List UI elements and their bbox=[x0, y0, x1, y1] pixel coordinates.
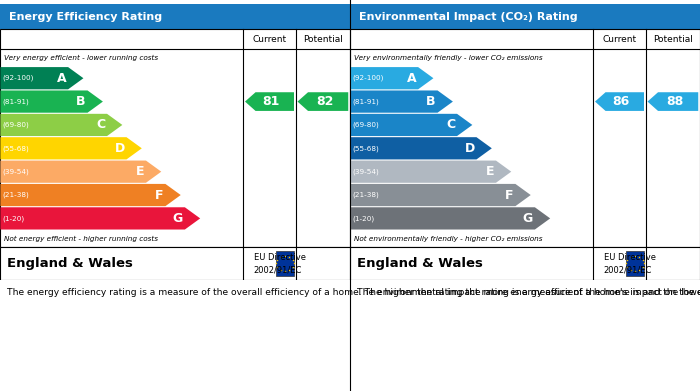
Text: 82: 82 bbox=[316, 95, 333, 108]
Text: Environmental Impact (CO₂) Rating: Environmental Impact (CO₂) Rating bbox=[358, 12, 578, 22]
Text: Not environmentally friendly - higher CO₂ emissions: Not environmentally friendly - higher CO… bbox=[354, 236, 542, 242]
Polygon shape bbox=[0, 184, 181, 206]
Polygon shape bbox=[351, 114, 472, 136]
Text: C: C bbox=[96, 118, 105, 131]
Bar bbox=[626, 251, 644, 276]
Polygon shape bbox=[595, 92, 644, 111]
Text: (69-80): (69-80) bbox=[353, 122, 379, 128]
Text: England & Wales: England & Wales bbox=[357, 257, 483, 270]
Text: England & Wales: England & Wales bbox=[7, 257, 133, 270]
Text: E: E bbox=[136, 165, 144, 178]
Text: Current: Current bbox=[603, 35, 636, 44]
Text: Very energy efficient - lower running costs: Very energy efficient - lower running co… bbox=[4, 55, 158, 61]
Text: (1-20): (1-20) bbox=[353, 215, 375, 222]
Text: C: C bbox=[446, 118, 455, 131]
Polygon shape bbox=[0, 90, 103, 113]
Text: The environmental impact rating is a measure of a home's impact on the environme: The environmental impact rating is a mea… bbox=[357, 287, 700, 296]
Bar bbox=[350, 29, 700, 248]
Polygon shape bbox=[351, 90, 453, 113]
Text: D: D bbox=[465, 142, 475, 155]
Polygon shape bbox=[0, 67, 83, 89]
Text: Not energy efficient - higher running costs: Not energy efficient - higher running co… bbox=[4, 236, 158, 242]
Text: Current: Current bbox=[253, 35, 286, 44]
Bar bbox=[350, 4, 700, 29]
Text: EU Directive
2002/91/EC: EU Directive 2002/91/EC bbox=[603, 253, 656, 274]
Polygon shape bbox=[351, 137, 492, 160]
Polygon shape bbox=[351, 67, 433, 89]
Text: (81-91): (81-91) bbox=[353, 98, 379, 105]
Bar bbox=[0, 4, 350, 29]
Polygon shape bbox=[0, 137, 142, 160]
Polygon shape bbox=[0, 207, 200, 230]
Bar bbox=[0, 248, 350, 280]
Text: G: G bbox=[523, 212, 533, 225]
Polygon shape bbox=[0, 161, 161, 183]
Text: B: B bbox=[426, 95, 436, 108]
Text: (92-100): (92-100) bbox=[3, 75, 34, 81]
Text: (21-38): (21-38) bbox=[353, 192, 379, 198]
Text: 86: 86 bbox=[612, 95, 630, 108]
Bar bbox=[350, 248, 700, 280]
Text: (55-68): (55-68) bbox=[3, 145, 29, 152]
Polygon shape bbox=[351, 184, 531, 206]
Text: (39-54): (39-54) bbox=[3, 169, 29, 175]
Text: F: F bbox=[505, 188, 514, 201]
Polygon shape bbox=[648, 92, 699, 111]
Text: (21-38): (21-38) bbox=[3, 192, 29, 198]
Polygon shape bbox=[298, 92, 349, 111]
Text: A: A bbox=[57, 72, 66, 85]
Bar bbox=[0, 29, 350, 248]
Text: EU Directive
2002/91/EC: EU Directive 2002/91/EC bbox=[253, 253, 306, 274]
Text: (39-54): (39-54) bbox=[353, 169, 379, 175]
Polygon shape bbox=[0, 114, 122, 136]
Text: Very environmentally friendly - lower CO₂ emissions: Very environmentally friendly - lower CO… bbox=[354, 55, 542, 61]
Text: (69-80): (69-80) bbox=[3, 122, 29, 128]
Text: (55-68): (55-68) bbox=[353, 145, 379, 152]
Text: Potential: Potential bbox=[653, 35, 693, 44]
Text: Potential: Potential bbox=[303, 35, 343, 44]
Polygon shape bbox=[351, 161, 511, 183]
Text: D: D bbox=[115, 142, 125, 155]
Polygon shape bbox=[245, 92, 294, 111]
Text: E: E bbox=[486, 165, 494, 178]
Text: 88: 88 bbox=[666, 95, 683, 108]
Bar bbox=[276, 251, 294, 276]
Text: G: G bbox=[173, 212, 183, 225]
Text: The energy efficiency rating is a measure of the overall efficiency of a home. T: The energy efficiency rating is a measur… bbox=[7, 287, 700, 296]
Text: Energy Efficiency Rating: Energy Efficiency Rating bbox=[8, 12, 162, 22]
Text: 81: 81 bbox=[262, 95, 280, 108]
Text: (81-91): (81-91) bbox=[3, 98, 29, 105]
Text: A: A bbox=[407, 72, 416, 85]
Text: (1-20): (1-20) bbox=[3, 215, 25, 222]
Text: F: F bbox=[155, 188, 164, 201]
Text: (92-100): (92-100) bbox=[353, 75, 384, 81]
Text: B: B bbox=[76, 95, 86, 108]
Polygon shape bbox=[351, 207, 550, 230]
